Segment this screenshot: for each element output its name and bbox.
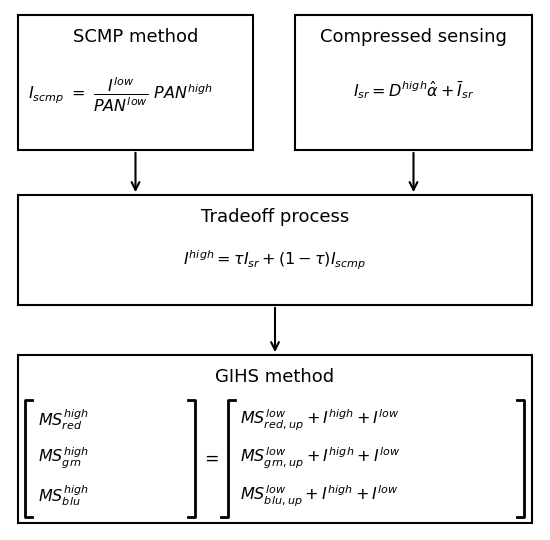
Text: Tradeoff process: Tradeoff process bbox=[201, 208, 349, 226]
Text: SCMP method: SCMP method bbox=[73, 28, 198, 46]
Text: $I^{high} = \tau I_{sr} + (1 - \tau) I_{scmp}$: $I^{high} = \tau I_{sr} + (1 - \tau) I_{… bbox=[183, 248, 367, 272]
Bar bbox=[18, 195, 532, 305]
Text: $I_{scmp}\ =\ \dfrac{I^{low}}{PAN^{low}}\ PAN^{high}$: $I_{scmp}\ =\ \dfrac{I^{low}}{PAN^{low}}… bbox=[28, 76, 213, 114]
Text: $MS^{high}_{grn}$: $MS^{high}_{grn}$ bbox=[38, 446, 89, 471]
Text: GIHS method: GIHS method bbox=[216, 368, 334, 386]
Text: $MS^{low}_{red,up} + I^{high} + I^{low}$: $MS^{low}_{red,up} + I^{high} + I^{low}$ bbox=[240, 408, 400, 433]
Bar bbox=[18, 355, 532, 523]
Text: $MS^{high}_{blu}$: $MS^{high}_{blu}$ bbox=[38, 483, 89, 509]
Bar bbox=[295, 15, 532, 150]
Bar bbox=[18, 15, 253, 150]
Text: $MS^{low}_{grn,up} + I^{high} + I^{low}$: $MS^{low}_{grn,up} + I^{high} + I^{low}$ bbox=[240, 446, 400, 470]
Text: $=$: $=$ bbox=[201, 449, 219, 467]
Text: $I_{sr} = D^{high}\hat{\alpha} + \bar{I}_{sr}$: $I_{sr} = D^{high}\hat{\alpha} + \bar{I}… bbox=[353, 79, 474, 101]
Text: Compressed sensing: Compressed sensing bbox=[320, 28, 507, 46]
Text: $MS^{high}_{red}$: $MS^{high}_{red}$ bbox=[38, 408, 89, 433]
Text: $MS^{low}_{blu,up} + I^{high} + I^{low}$: $MS^{low}_{blu,up} + I^{high} + I^{low}$ bbox=[240, 483, 399, 509]
